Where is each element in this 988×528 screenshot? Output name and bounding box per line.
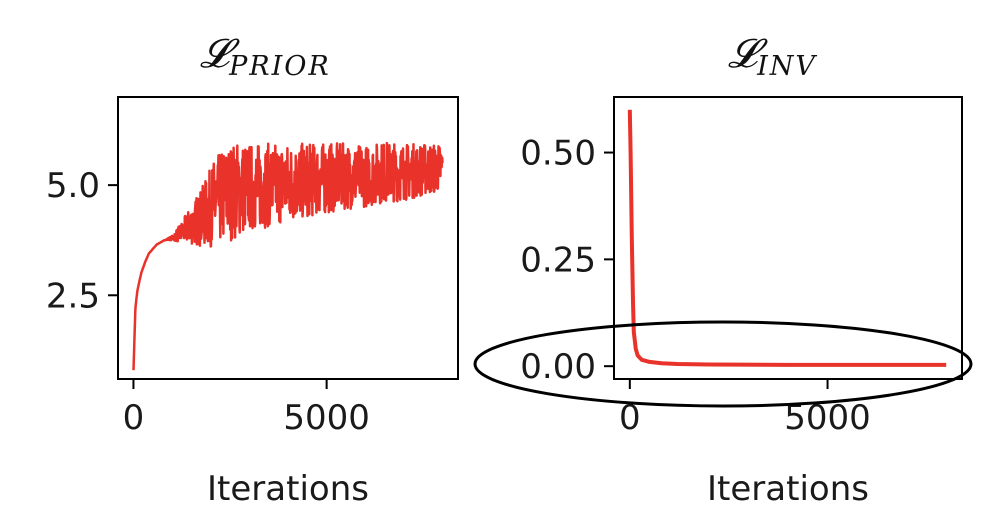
chart-prior-title: 𝓛PRIOR bbox=[200, 31, 331, 82]
inv-loss-line bbox=[627, 109, 947, 367]
plot-frame bbox=[613, 96, 963, 380]
y-tick-label: 5.0 bbox=[46, 166, 100, 206]
x-axis-label: Iterations bbox=[707, 469, 869, 509]
y-tick-label: 2.5 bbox=[46, 276, 100, 316]
x-tick-label: 5000 bbox=[283, 398, 370, 438]
chart-prior-loss: 𝓛PRIOR 0 5000 2.5 5.0 Iterations bbox=[46, 31, 459, 509]
prior-axes: 0 5000 2.5 5.0 bbox=[46, 166, 370, 438]
y-tick-label: 0.25 bbox=[520, 240, 596, 280]
x-tick-label: 0 bbox=[123, 398, 145, 438]
chart-inv-title: 𝓛INV bbox=[728, 31, 817, 82]
y-tick-label: 0.00 bbox=[520, 347, 596, 387]
prior-loss-line bbox=[132, 141, 444, 371]
x-axis-label: Iterations bbox=[207, 469, 369, 509]
x-tick-label: 0 bbox=[619, 398, 641, 438]
y-tick-label: 0.50 bbox=[520, 134, 596, 174]
inv-series bbox=[627, 109, 947, 367]
plot-frame bbox=[117, 96, 459, 380]
prior-series bbox=[132, 141, 444, 371]
highlight-ellipse bbox=[473, 320, 973, 408]
